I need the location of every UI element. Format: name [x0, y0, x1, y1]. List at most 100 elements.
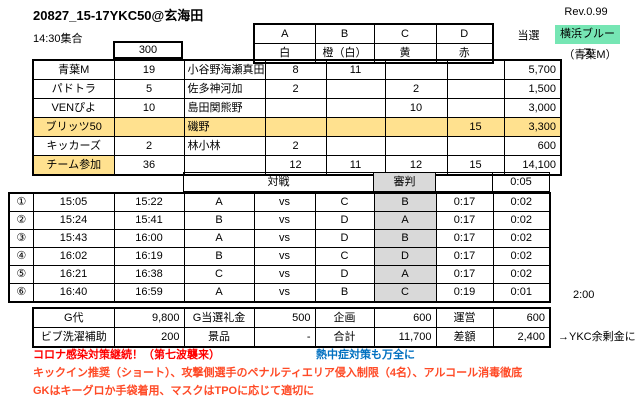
- match-end-time: 15:22: [113, 192, 185, 212]
- team-row: 青葉M 19 小谷野海瀬真田 8 11 5,700: [32, 59, 562, 80]
- match-end-time: 15:41: [113, 211, 185, 230]
- winner-sub-label: （青葉M）: [563, 49, 617, 61]
- match-referee: C: [373, 283, 437, 303]
- taisen-header: 対戦: [183, 172, 374, 192]
- match-interval: 0:02: [492, 211, 551, 230]
- team-group-a: 8: [264, 59, 327, 80]
- match-away: D: [314, 211, 375, 230]
- match-number: ④: [8, 247, 34, 266]
- money-label: 企画: [314, 307, 375, 328]
- team-row: VENぴよ 10 島田関熊野 10 3,000: [32, 98, 562, 118]
- team-prize: 1,500: [503, 79, 562, 99]
- group-header-table: A B C D 白 橙（白） 黄 赤: [253, 23, 494, 64]
- match-home: A: [183, 283, 255, 303]
- team-group-b: 11: [325, 59, 386, 80]
- match-interval: 0:02: [492, 192, 551, 212]
- covid-note: コロナ感染対策継続！（第七波襲来）: [33, 349, 220, 361]
- team-members: 小谷野海瀬真田: [183, 59, 266, 80]
- team-group-d: 15: [446, 117, 505, 137]
- vs-label: vs: [253, 265, 316, 284]
- match-duration: 0:17: [435, 229, 494, 248]
- team-members: 林小林: [183, 136, 266, 156]
- match-number: ②: [8, 211, 34, 230]
- team-group-d: [446, 59, 505, 80]
- match-start-time: 15:43: [32, 229, 115, 248]
- money-row: ビブ洗濯補助 200 景品 - 合計 11,700 差額 2,400: [32, 327, 551, 348]
- team-prize: 3,300: [503, 117, 562, 137]
- heatstroke-note: 熱中症対策も万全に: [316, 349, 415, 361]
- match-row: ⑤ 16:21 16:38 C vs D A 0:17 0:02: [8, 265, 551, 284]
- team-members: 島田関熊野: [183, 98, 266, 118]
- money-value: 600: [492, 307, 551, 328]
- team-group-a: 2: [264, 79, 327, 99]
- match-table: ① 15:05 15:22 A vs C B 0:17 0:02 ② 15:24…: [8, 192, 551, 303]
- match-interval: 0:02: [492, 247, 551, 266]
- match-number: ①: [8, 192, 34, 212]
- page-title: 20827_15-17YKC50@玄海田: [33, 8, 204, 23]
- match-row: ④ 16:02 16:19 B vs C D 0:17 0:02: [8, 247, 551, 266]
- match-home: B: [183, 211, 255, 230]
- match-number: ⑤: [8, 265, 34, 284]
- match-row: ② 15:24 15:41 B vs D A 0:17 0:02: [8, 211, 551, 230]
- team-group-d: [446, 136, 505, 156]
- team-name: VENぴよ: [32, 98, 115, 118]
- money-value: 11,700: [373, 327, 437, 348]
- final-match-time-note: 2:00: [573, 289, 595, 301]
- tousen-header-label: 当選: [517, 30, 540, 42]
- match-home: C: [183, 265, 255, 284]
- money-label: G当選礼金: [183, 307, 255, 328]
- money-table: G代 9,800 G当選礼金 500 企画 600 運営 600 ビブ洗濯補助 …: [32, 307, 551, 348]
- match-duration: 0:19: [435, 283, 494, 303]
- match-row: ⑥ 16:40 16:59 A vs B C 0:19 0:01: [8, 283, 551, 303]
- team-name: 青葉M: [32, 59, 115, 80]
- team-row: パドトラ 5 佐多神河加 2 2 1,500: [32, 79, 562, 99]
- vs-label: vs: [253, 229, 316, 248]
- group-c-header: C: [373, 23, 437, 44]
- team-total-label: チーム参加: [32, 155, 115, 176]
- money-label: ビブ洗濯補助: [32, 327, 115, 348]
- match-header-table: 対戦 審判 0:05: [183, 172, 550, 192]
- team-count: 10: [113, 98, 185, 118]
- rules-note-2: GKはキーグロか手袋着用、マスクはTPOに応じて適切に: [33, 385, 315, 397]
- vs-label: vs: [253, 192, 316, 212]
- match-end-time: 16:38: [113, 265, 185, 284]
- match-number: ⑥: [8, 283, 34, 303]
- team-name: ブリッツ50: [32, 117, 115, 137]
- money-value: 2,400: [492, 327, 551, 348]
- match-duration: 0:17: [435, 247, 494, 266]
- vs-label: vs: [253, 247, 316, 266]
- match-end-time: 16:59: [113, 283, 185, 303]
- match-referee: A: [373, 265, 437, 284]
- group-color-row: 白 橙（白） 黄 赤: [253, 43, 494, 64]
- match-row: ① 15:05 15:22 A vs C B 0:17 0:02: [8, 192, 551, 212]
- match-interval: 0:02: [492, 229, 551, 248]
- team-members: 磯野: [183, 117, 266, 137]
- match-referee: A: [373, 211, 437, 230]
- money-label: 運営: [435, 307, 494, 328]
- team-count: 2: [113, 136, 185, 156]
- referee-header: 審判: [373, 172, 436, 192]
- match-interval: 0:02: [492, 265, 551, 284]
- match-row: ③ 15:43 16:00 A vs D B 0:17 0:02: [8, 229, 551, 248]
- match-end-time: 16:19: [113, 247, 185, 266]
- team-name: キッカーズ: [32, 136, 115, 156]
- match-start-time: 15:24: [32, 211, 115, 230]
- team-total-count: 36: [113, 155, 185, 176]
- team-count: 19: [113, 59, 185, 80]
- team-group-a: [264, 98, 327, 118]
- team-table: 青葉M 19 小谷野海瀬真田 8 11 5,700 パドトラ 5 佐多神河加 2…: [32, 59, 562, 176]
- team-group-b: [325, 98, 386, 118]
- team-group-c: [384, 59, 448, 80]
- team-members: 佐多神河加: [183, 79, 266, 99]
- match-away: C: [314, 247, 375, 266]
- match-away: C: [314, 192, 375, 212]
- team-group-c: 2: [384, 79, 448, 99]
- team-group-a: [264, 117, 327, 137]
- money-value: 600: [373, 307, 437, 328]
- group-d-header: D: [435, 23, 494, 44]
- match-duration: 0:17: [435, 265, 494, 284]
- money-label: 景品: [183, 327, 255, 348]
- match-referee: B: [373, 229, 437, 248]
- money-label: 合計: [314, 327, 375, 348]
- team-row: キッカーズ 2 林小林 2 600: [32, 136, 562, 156]
